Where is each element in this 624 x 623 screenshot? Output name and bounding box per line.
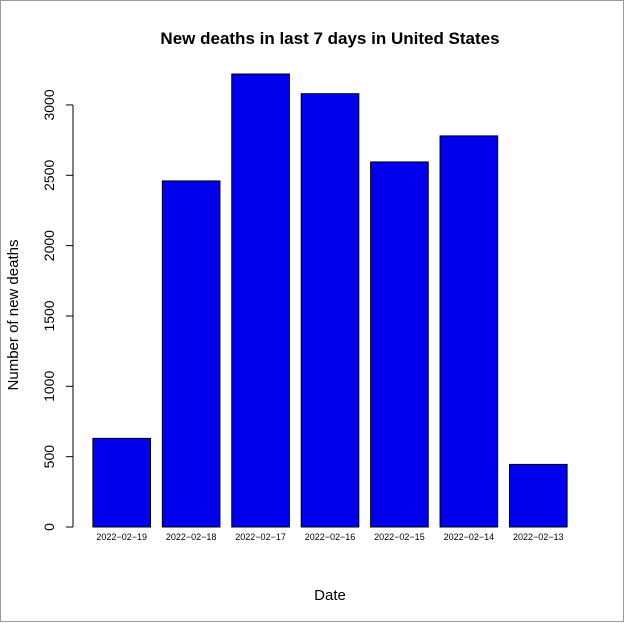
y-tick-label: 0	[41, 523, 57, 531]
x-tick-label: 2022−02−14	[444, 532, 495, 542]
y-tick-label: 2000	[41, 230, 57, 261]
bar	[231, 73, 290, 528]
bars	[92, 73, 568, 528]
bar	[508, 463, 568, 528]
x-tick-label: 2022−02−13	[513, 532, 564, 542]
y-tick-label: 1000	[41, 371, 57, 402]
bar	[92, 437, 152, 528]
x-tick-label: 2022−02−15	[374, 532, 425, 542]
x-tick-label: 2022−02−16	[305, 532, 356, 542]
y-axis-title: Number of new deaths	[5, 240, 22, 391]
y-tick-label: 3000	[41, 89, 57, 120]
chart-title: New deaths in last 7 days in United Stat…	[160, 29, 499, 48]
x-tick-labels: 2022−02−19 2022−02−18 2022−02−17 2022−02−16…	[96, 532, 563, 542]
x-axis-title: Date	[314, 587, 346, 604]
y-axis: 0 500 1000 1500 2000 2500 3000	[41, 89, 74, 531]
x-tick-label: 2022−02−18	[166, 532, 217, 542]
y-tick-label: 2500	[41, 160, 57, 191]
x-tick-label: 2022−02−17	[235, 532, 286, 542]
bar	[300, 93, 360, 528]
y-tick-label: 500	[41, 445, 57, 469]
bar	[439, 135, 499, 528]
bar	[370, 161, 429, 528]
bar	[161, 180, 221, 528]
x-tick-label: 2022−02−19	[96, 532, 147, 542]
y-tick-label: 1500	[41, 300, 57, 331]
